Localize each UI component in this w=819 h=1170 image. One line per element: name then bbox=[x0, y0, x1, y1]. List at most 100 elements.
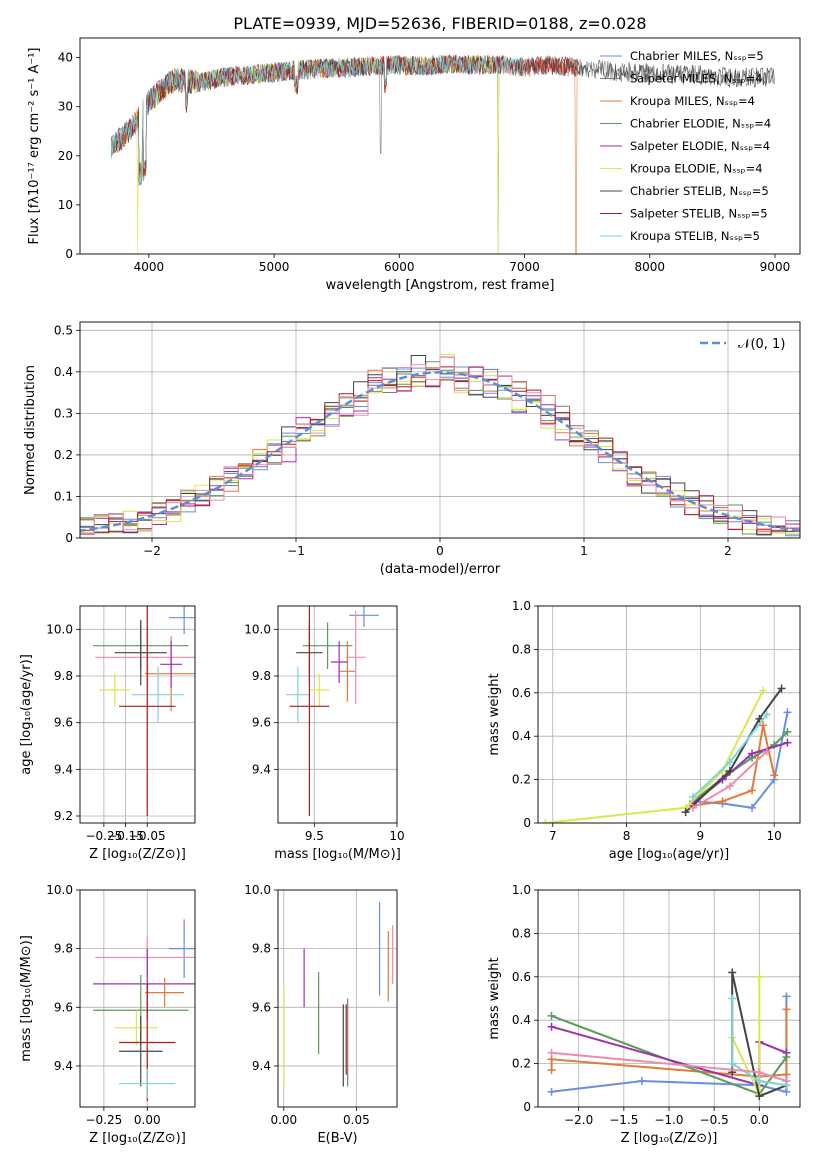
x-tick-label: 5000 bbox=[259, 260, 290, 274]
y-tick-label: 1.0 bbox=[512, 599, 531, 613]
plus-marker bbox=[725, 758, 734, 767]
x-tick-label: −0.25 bbox=[85, 829, 122, 843]
plus-marker bbox=[755, 1092, 764, 1101]
axes-frame bbox=[277, 889, 398, 1108]
plus-marker bbox=[755, 972, 764, 981]
x-tick-label: −0.05 bbox=[129, 829, 166, 843]
x-tick-label: 10 bbox=[767, 829, 782, 843]
plot-area bbox=[286, 606, 379, 816]
plot-area bbox=[111, 54, 775, 254]
plus-marker bbox=[725, 766, 734, 775]
error-bar-point bbox=[145, 977, 185, 1008]
error-bar-point bbox=[302, 622, 353, 669]
plus-marker bbox=[782, 1005, 791, 1014]
histogram-series bbox=[80, 356, 800, 534]
error-bar-point bbox=[168, 606, 195, 634]
error-bar-point bbox=[99, 673, 130, 707]
y-tick-label: 9.4 bbox=[54, 1059, 73, 1073]
error-bar-point bbox=[119, 1016, 163, 1087]
plus-marker bbox=[755, 1076, 764, 1085]
plus-marker bbox=[783, 738, 792, 747]
x-tick-label: −0.25 bbox=[85, 1113, 122, 1127]
plus-marker bbox=[762, 710, 771, 719]
mass-vs-metallicity-plot: −0.25 0.00 9.4 9.6 9.8 10.0 Z [log₁₀(Z/Z⊙)] mas… bbox=[19, 883, 196, 1146]
mass-vs-extinction-plot: 0.00 0.05 9.4 9.6 9.8 10.0 E(B-V) bbox=[244, 883, 398, 1146]
x-tick-label: −1 bbox=[287, 544, 305, 558]
plus-marker bbox=[728, 994, 737, 1003]
x-axis-label: Z [log₁₀(Z/Z⊙)] bbox=[89, 1131, 186, 1146]
error-bar-point bbox=[339, 641, 356, 702]
x-axis-label: wavelength [Angstrom, rest frame] bbox=[326, 278, 555, 293]
y-tick-label: 0 bbox=[523, 1100, 531, 1114]
plus-marker bbox=[762, 747, 771, 756]
x-tick-label: 4000 bbox=[134, 260, 165, 274]
y-tick-label: 10.0 bbox=[46, 622, 73, 636]
y-tick-label: 0.8 bbox=[512, 642, 531, 656]
x-tick-label: −0.5 bbox=[700, 1113, 729, 1127]
x-tick-label: −0.15 bbox=[107, 829, 144, 843]
y-tick-label: 20 bbox=[58, 149, 73, 163]
x-tick-label: 0.00 bbox=[134, 1113, 161, 1127]
x-tick-label: −2.0 bbox=[564, 1113, 593, 1127]
y-tick-label: 30 bbox=[58, 100, 73, 114]
plus-marker bbox=[770, 771, 779, 780]
residual-histogram-plot: −2 −1 0 1 2 0 0.1 0.2 0.3 0.4 0.5 (data-model)/erro… bbox=[23, 321, 801, 577]
y-tick-label: 9.2 bbox=[54, 809, 73, 823]
plus-marker bbox=[547, 1011, 556, 1020]
error-bar-point bbox=[119, 1068, 176, 1099]
plus-marker bbox=[725, 782, 734, 791]
y-tick-label: 0.6 bbox=[512, 970, 531, 984]
y-tick-label: 10.0 bbox=[244, 622, 271, 636]
legend-entry: Chabrier MILES, Nₛₛₚ=5 bbox=[630, 49, 764, 63]
plus-marker bbox=[728, 1059, 737, 1068]
axes-frame bbox=[79, 37, 801, 255]
y-tick-label: 0.1 bbox=[54, 489, 73, 503]
y-axis-label: Normed distribution bbox=[23, 365, 38, 495]
y-tick-label: 0.5 bbox=[54, 323, 73, 337]
plot-area bbox=[283, 901, 394, 1087]
y-axis-label: Flux [fλ10⁻¹⁷ erg cm⁻² s⁻¹ A⁻¹] bbox=[27, 48, 42, 245]
x-tick-label: 8 bbox=[623, 829, 631, 843]
plus-marker bbox=[748, 786, 757, 795]
y-tick-label: 0.4 bbox=[512, 729, 531, 743]
x-tick-label: 7000 bbox=[509, 260, 540, 274]
mass-weight-series bbox=[692, 712, 789, 809]
y-tick-label: 40 bbox=[58, 51, 73, 65]
plot-area bbox=[80, 354, 800, 537]
plus-marker bbox=[783, 708, 792, 717]
y-axis-label: mass weight bbox=[487, 673, 502, 755]
y-tick-label: 9.6 bbox=[252, 716, 271, 730]
x-tick-label: −2 bbox=[143, 544, 161, 558]
y-tick-label: 0.4 bbox=[512, 1013, 531, 1027]
x-tick-label: 0 bbox=[436, 544, 444, 558]
plus-marker bbox=[777, 684, 786, 693]
legend-entry: Chabrier ELODIE, Nₛₛₚ=4 bbox=[630, 117, 771, 131]
x-tick-label: 0.00 bbox=[270, 1113, 297, 1127]
x-axis-label: mass [log₁₀(M/M⊙)] bbox=[274, 847, 401, 862]
axes-frame bbox=[79, 321, 801, 539]
plus-marker bbox=[782, 1076, 791, 1085]
y-tick-label: 0.6 bbox=[512, 686, 531, 700]
axes-frame bbox=[79, 889, 196, 1108]
y-tick-label: 0.4 bbox=[54, 365, 73, 379]
x-tick-label: 0.05 bbox=[343, 1113, 370, 1127]
y-tick-label: 9.4 bbox=[252, 1059, 271, 1073]
error-bar-point bbox=[349, 606, 379, 627]
plus-marker bbox=[748, 749, 757, 758]
y-tick-label: 0.2 bbox=[54, 448, 73, 462]
error-bar-point bbox=[160, 641, 182, 688]
x-tick-label: 7 bbox=[549, 829, 557, 843]
error-bar-point bbox=[119, 606, 176, 816]
plus-marker bbox=[759, 721, 768, 730]
x-tick-label: −1.0 bbox=[654, 1113, 683, 1127]
y-axis-label: mass [log₁₀(M/M⊙)] bbox=[19, 935, 34, 1062]
legend-entry: Kroupa STELIB, Nₛₛₚ=5 bbox=[630, 229, 760, 243]
y-tick-label: 0.8 bbox=[512, 926, 531, 940]
error-bar-point bbox=[289, 606, 330, 816]
spectrum-series-line bbox=[111, 55, 578, 182]
x-tick-label: 6000 bbox=[384, 260, 415, 274]
plus-marker bbox=[783, 727, 792, 736]
y-tick-label: 9.6 bbox=[54, 716, 73, 730]
plus-marker bbox=[547, 1022, 556, 1031]
y-tick-label: 9.8 bbox=[54, 669, 73, 683]
